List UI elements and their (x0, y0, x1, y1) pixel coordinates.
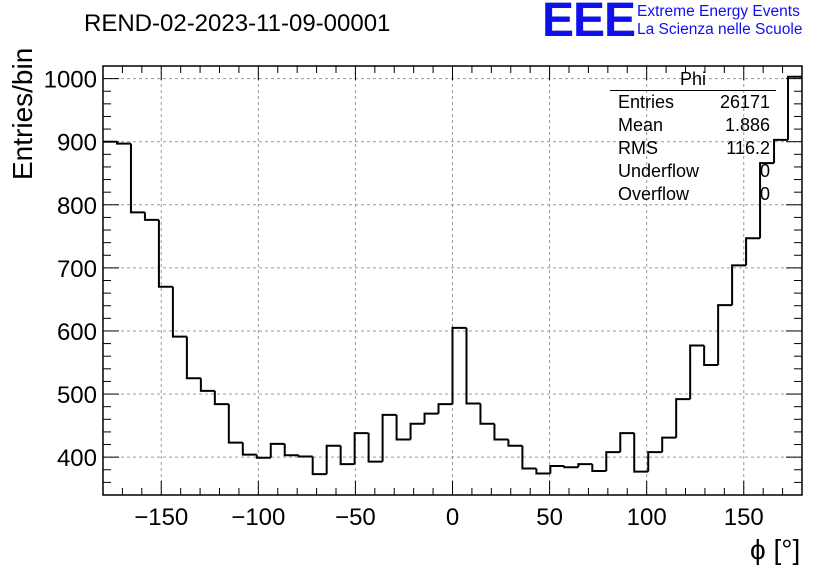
stats-row-underflow: Underflow 0 (610, 160, 776, 183)
x-tick-label: −50 (335, 504, 376, 531)
histogram-bars (103, 75, 802, 476)
histogram-bin (437, 403, 453, 414)
histogram-bin (143, 212, 159, 221)
y-tick-label: 600 (57, 319, 97, 346)
stats-row-rms: RMS 116.2 (610, 137, 776, 160)
histogram-bin (115, 141, 131, 145)
brand-line-2: La Scienza nelle Scuole (637, 21, 803, 38)
x-tick-label: 0 (446, 504, 459, 531)
stats-key: RMS (618, 138, 658, 158)
stats-row-overflow: Overflow 0 (610, 183, 776, 206)
y-axis-label: Entries/bin (7, 47, 38, 180)
histogram-bin (703, 345, 719, 367)
stats-value: 0 (759, 184, 770, 204)
axis-ticks (102, 65, 803, 495)
stats-key: Mean (618, 115, 664, 135)
stats-title: Phi (610, 68, 776, 91)
brand-line-1: Extreme Energy Events (637, 3, 800, 20)
histogram-bin (661, 436, 677, 453)
histogram-bin (675, 398, 691, 438)
y-tick-label: 700 (57, 256, 97, 283)
histogram-bin (773, 138, 789, 164)
eee-logo: EEE (542, 0, 636, 47)
stats-key: Overflow (618, 184, 690, 204)
histogram-bin (409, 422, 425, 440)
x-tick-label: 150 (724, 504, 764, 531)
histogram-bin (255, 454, 271, 459)
stats-value: 116.2 (726, 138, 770, 158)
histogram-bin (311, 456, 327, 476)
histogram-bin (213, 390, 229, 406)
histogram-bin (605, 451, 621, 472)
histogram-bin (549, 464, 565, 474)
histogram-bin (521, 445, 537, 470)
stats-key: Entries (618, 92, 675, 112)
histogram-bin (227, 404, 243, 444)
histogram-bin (381, 413, 397, 462)
histogram-bin (689, 344, 705, 400)
histogram-bin (395, 414, 411, 441)
stats-value: 26171 (719, 92, 770, 112)
x-axis-label: ϕ [°] (750, 534, 801, 565)
histogram-bin (171, 286, 187, 338)
y-tick-label: 400 (57, 445, 97, 472)
stats-key: Underflow (618, 161, 700, 181)
histogram-bin (297, 455, 313, 458)
histogram-bin (367, 433, 383, 463)
histogram-bin (759, 162, 775, 239)
chart-title: REND-02-2023-11-09-00001 (84, 10, 391, 37)
stats-row-entries: Entries 26171 (610, 91, 776, 114)
histogram-bin (493, 423, 509, 441)
histogram-bin (633, 433, 649, 473)
histogram-bin (339, 445, 355, 466)
tick-labels: −150 −100 −50 0 50 100 150 400 500 600 700 800 900 10… (44, 67, 764, 531)
x-tick-label: −100 (231, 504, 285, 531)
histogram-bin (479, 403, 495, 425)
stats-box: Phi Entries 26171 Mean 1.886 RMS 116.2 U… (610, 68, 776, 206)
y-tick-label: 900 (57, 130, 97, 157)
x-tick-label: −150 (134, 504, 188, 531)
histogram-bin (619, 432, 635, 453)
histogram-bin (185, 336, 201, 380)
y-tick-label: 1000 (44, 67, 97, 94)
histogram-bin (563, 465, 579, 469)
histogram-bin (199, 378, 215, 392)
histogram-bin (423, 412, 439, 424)
stats-value: 1.886 (724, 115, 770, 135)
histogram-bin (325, 444, 341, 475)
histogram-bin (745, 237, 761, 266)
y-tick-label: 500 (57, 382, 97, 409)
histogram-bin (577, 463, 593, 468)
x-tick-label: 50 (536, 504, 563, 531)
x-tick-label: 100 (627, 504, 667, 531)
histogram-bin (647, 451, 663, 472)
histogram-bin (535, 468, 551, 475)
histogram-bin (241, 442, 257, 456)
stats-value: 0 (759, 161, 770, 181)
histogram-bin (507, 439, 523, 447)
histogram-bin (787, 75, 802, 140)
histogram-bin (157, 219, 173, 288)
histogram-bin (465, 327, 481, 405)
histogram-bin (591, 464, 607, 473)
histogram-bin (353, 432, 369, 465)
histogram-bin (731, 264, 747, 306)
histogram-bin (717, 304, 733, 366)
y-tick-label: 800 (57, 193, 97, 220)
histogram-bin (129, 143, 145, 214)
histogram-bin (269, 442, 285, 458)
histogram-bin (283, 443, 299, 457)
histogram-bin (451, 326, 467, 405)
stats-row-mean: Mean 1.886 (610, 114, 776, 137)
